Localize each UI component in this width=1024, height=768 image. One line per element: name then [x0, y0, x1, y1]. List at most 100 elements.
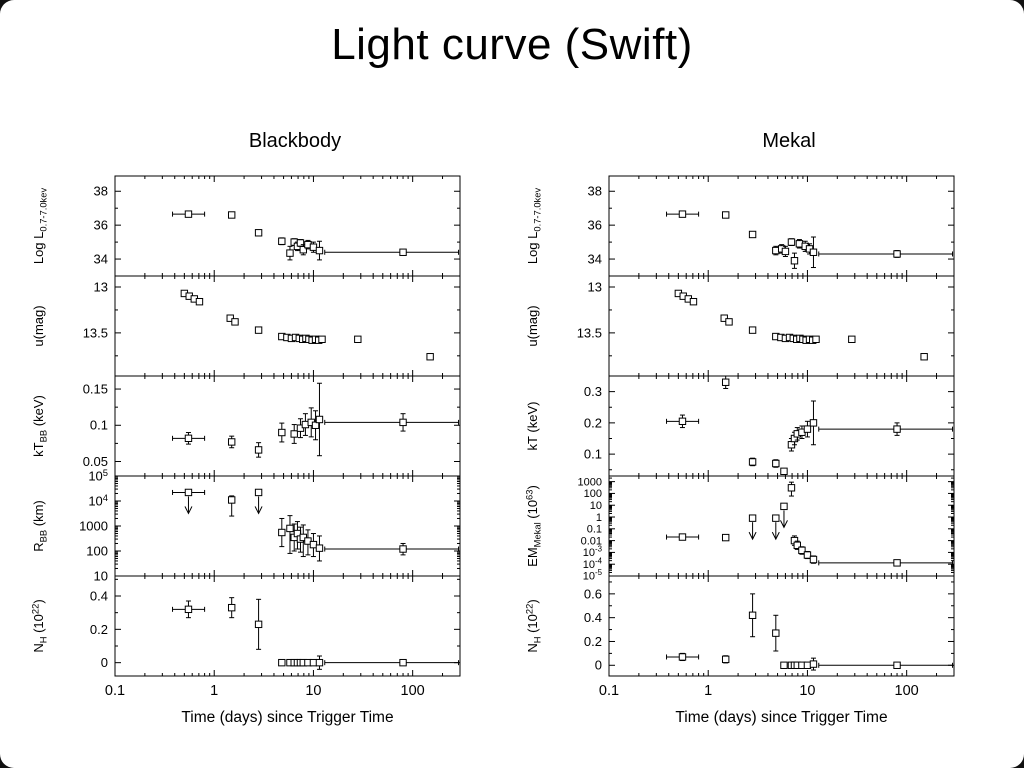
data-point: [304, 658, 312, 667]
square-marker: [278, 528, 286, 537]
y-tick-label: 1000: [79, 518, 108, 533]
square-marker: [809, 248, 818, 256]
y-tick-label: 0.3: [584, 384, 602, 399]
x-tick-label: 100: [895, 683, 919, 699]
data-point: [290, 424, 298, 444]
y-axis-label: u(mag): [525, 305, 540, 346]
square-marker: [278, 428, 286, 437]
data-point: [772, 614, 780, 652]
y-tick-label: 10-3: [583, 545, 603, 560]
data-point: [227, 597, 236, 619]
y-tick-label: 0.05: [83, 454, 108, 469]
y-tick-label: 0.01: [581, 535, 602, 547]
data-point: [803, 550, 812, 560]
x-tick-label: 1: [704, 683, 712, 699]
x-tick-label: 100: [401, 683, 425, 699]
square-marker: [803, 551, 812, 559]
square-marker: [318, 335, 326, 344]
square-marker: [798, 546, 806, 555]
panel-3: 105 104 1000 100 10 RBB (km): [31, 467, 461, 583]
y-axis-label: u(mag): [31, 305, 46, 346]
data-point: [231, 318, 239, 326]
data-point: [812, 335, 820, 344]
square-marker: [748, 458, 757, 466]
square-marker: [184, 210, 193, 218]
square-marker: [780, 661, 788, 669]
square-marker: [848, 335, 856, 344]
square-marker: [748, 514, 757, 522]
square-marker: [780, 467, 788, 476]
data-point: [227, 435, 236, 449]
y-tick-label: 0.15: [83, 381, 108, 396]
y-tick-label: 13.5: [83, 325, 108, 340]
data-point: [798, 546, 806, 555]
y-axis-label: NH (1022): [524, 599, 543, 652]
square-marker: [315, 544, 324, 552]
square-marker: [920, 353, 928, 361]
square-marker: [315, 658, 324, 667]
y-tick-label: 34: [94, 251, 108, 266]
data-point: [748, 326, 757, 334]
data-point: [278, 517, 286, 548]
data-point: [227, 495, 236, 517]
mekal-chart-title: Mekal: [762, 130, 816, 152]
square-marker: [748, 326, 757, 334]
square-marker: [803, 425, 812, 433]
y-tick-label: 100: [584, 488, 602, 500]
square-marker: [781, 247, 790, 256]
data-point: [748, 457, 757, 467]
blackbody-chart-title: Blackbody: [248, 130, 342, 152]
data-point: [666, 210, 700, 218]
data-point: [309, 533, 318, 558]
square-marker: [678, 417, 687, 426]
square-marker: [678, 533, 687, 541]
data-point: [771, 514, 780, 541]
upper-limit-arrow: [748, 531, 757, 541]
x-tick-label: 0.1: [105, 683, 125, 699]
data-point: [780, 467, 788, 476]
data-point: [426, 353, 434, 361]
square-marker: [790, 257, 799, 265]
square-marker: [426, 353, 434, 361]
square-marker: [809, 555, 818, 564]
data-point: [286, 245, 294, 261]
data-point: [848, 335, 856, 344]
y-tick-label: 0.1: [90, 418, 108, 433]
square-marker: [227, 496, 236, 504]
square-marker: [286, 249, 294, 257]
data-point: [304, 239, 312, 250]
x-tick-label: 1: [210, 683, 218, 699]
y-tick-label: 104: [88, 492, 108, 509]
square-marker: [399, 248, 407, 256]
data-point: [318, 335, 326, 344]
data-point: [793, 427, 801, 441]
data-point: [315, 382, 324, 457]
y-tick-label: 38: [588, 184, 602, 199]
data-point: [278, 237, 286, 246]
data-point: [324, 248, 460, 256]
square-marker: [278, 658, 286, 667]
y-axis-label: EMMekal (1063): [524, 485, 543, 567]
y-axis-label: RBB (km): [31, 500, 49, 552]
data-point: [803, 420, 812, 438]
data-point: [721, 375, 730, 389]
y-axis-label: NH (1022): [30, 599, 49, 652]
data-point: [315, 655, 324, 670]
data-point: [790, 252, 799, 269]
data-point: [721, 533, 730, 542]
y-tick-label: 10: [590, 500, 602, 512]
panel-4: 0 0.2 0.4 NH (1022): [30, 575, 461, 677]
data-point: [278, 422, 286, 443]
data-point: [227, 211, 236, 219]
y-tick-label: 0.4: [90, 588, 108, 603]
y-axis-label: kT (keV): [525, 402, 540, 451]
data-point: [721, 655, 730, 664]
x-axis-label: Time (days) since Trigger Time: [675, 709, 887, 726]
square-marker: [296, 239, 305, 247]
data-point: [172, 210, 206, 218]
data-point: [818, 661, 954, 669]
y-axis-label: Log L0.7-7.0kev: [31, 188, 49, 265]
y-tick-label: 100: [86, 543, 108, 558]
blackbody-chart-block: Blackbody 34 36 38 Log L0.7-7.0kev 13 13.5 u(m…: [20, 128, 510, 733]
